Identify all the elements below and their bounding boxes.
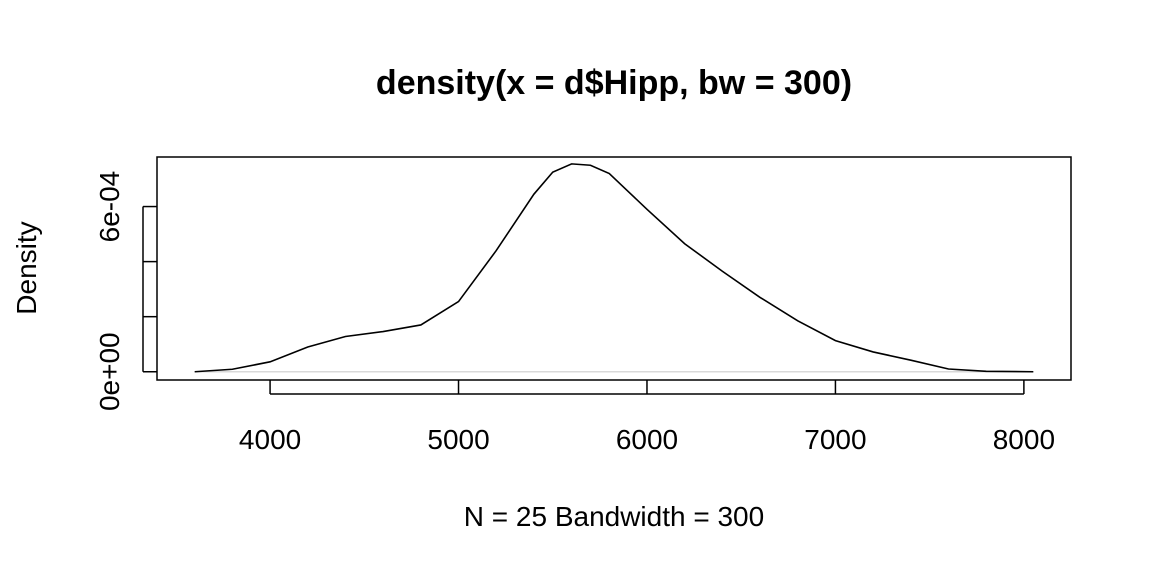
y-tick-label: 6e-04 — [94, 171, 125, 243]
x-axis: 4000 5000 6000 7000 8000 — [239, 380, 1055, 455]
y-tick-label: 0e+00 — [94, 332, 125, 411]
x-tick-label: 4000 — [239, 424, 301, 455]
y-axis-label: Density — [11, 221, 42, 314]
plot-frame — [156, 156, 1072, 381]
x-tick-label: 6000 — [616, 424, 678, 455]
chart-title: density(x = d$Hipp, bw = 300) — [376, 64, 852, 102]
x-axis-label: N = 25 Bandwidth = 300 — [464, 501, 764, 532]
x-tick-label: 5000 — [427, 424, 489, 455]
density-curve — [194, 163, 1034, 373]
x-tick-label: 7000 — [804, 424, 866, 455]
y-axis: 0e+00 6e-04 — [94, 171, 157, 411]
x-tick-label: 8000 — [993, 424, 1055, 455]
